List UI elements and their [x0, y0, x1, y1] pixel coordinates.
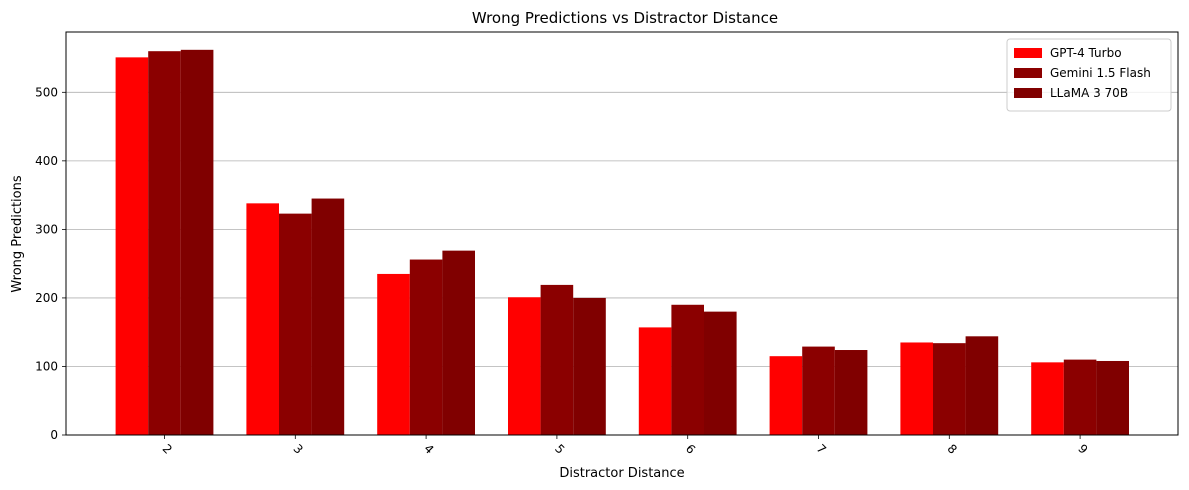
chart-title: Wrong Predictions vs Distractor Distance — [472, 9, 778, 27]
bar — [246, 203, 279, 435]
legend-swatch — [1014, 88, 1042, 98]
bar — [573, 297, 606, 435]
bar — [1063, 359, 1097, 435]
bar — [965, 336, 999, 435]
bar — [769, 356, 803, 435]
bars — [115, 49, 1129, 435]
y-tick-label: 100 — [35, 359, 58, 373]
legend-swatch — [1014, 48, 1042, 58]
bar — [279, 213, 312, 435]
y-axis-title: Wrong Predictions — [10, 175, 25, 292]
x-axis-title: Distractor Distance — [559, 466, 684, 481]
bar — [409, 259, 443, 435]
y-tick-label: 400 — [35, 154, 58, 168]
legend-label: GPT-4 Turbo — [1050, 46, 1122, 60]
y-axis-ticks: 0 100 200 300 400 500 — [35, 85, 66, 442]
y-tick-label: 300 — [35, 222, 58, 236]
bar — [442, 250, 475, 435]
y-tick-label: 200 — [35, 291, 58, 305]
bar — [115, 57, 149, 435]
y-tick-label: 0 — [50, 428, 58, 442]
bar — [377, 273, 410, 435]
bar — [1096, 360, 1129, 435]
bar — [671, 304, 704, 435]
legend-label: Gemini 1.5 Flash — [1050, 66, 1151, 80]
legend: GPT-4 Turbo Gemini 1.5 Flash LLaMA 3 70B — [1006, 38, 1172, 112]
bar — [180, 49, 214, 435]
legend-swatch — [1014, 68, 1042, 78]
bar — [900, 342, 933, 435]
bar — [638, 327, 672, 435]
bar — [508, 297, 541, 435]
legend-box — [1006, 38, 1172, 112]
legend-label: LLaMA 3 70B — [1050, 86, 1128, 100]
bar — [933, 343, 966, 435]
bar — [834, 350, 868, 435]
y-tick-label: 500 — [35, 85, 58, 99]
bar — [704, 311, 737, 435]
bar — [1031, 362, 1064, 435]
bar — [802, 346, 835, 435]
plot-frame — [65, 31, 1179, 436]
bar — [148, 51, 181, 435]
bar — [311, 198, 345, 435]
bar — [540, 284, 574, 435]
